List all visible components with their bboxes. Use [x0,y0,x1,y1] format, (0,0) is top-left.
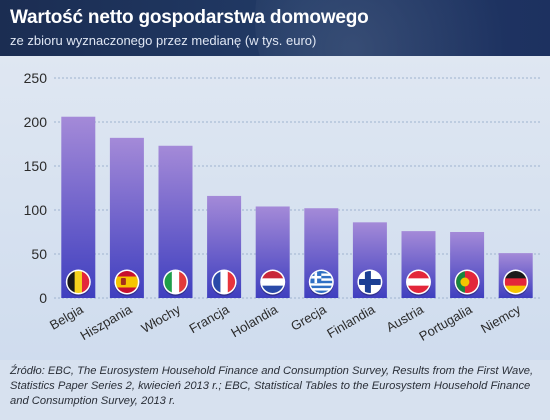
flag-austria-icon [406,269,431,296]
flag-finland-icon [357,269,383,296]
chart-header: Wartość netto gospodarstwa domowego ze z… [0,0,550,56]
source-note: Źródło: EBC, The Eurosystem Household Fi… [10,365,534,407]
bar-belgia [61,116,96,298]
chart-subtitle: ze zbioru wyznaczonego przez medianę (w … [10,33,317,48]
y-tick-label: 0 [39,290,47,306]
flag-germany-icon [503,269,529,296]
x-tick-label: Francja [187,301,233,336]
x-tick-label: Hiszpania [77,301,135,343]
flag-spain-icon [114,269,140,296]
x-tick-label: Finlandia [324,301,378,341]
y-tick-label: 250 [24,70,48,86]
flag-italy-icon [163,269,188,296]
y-tick-label: 100 [24,202,48,218]
flag-belgium-icon [65,269,91,296]
y-tick-label: 150 [24,158,48,174]
flag-netherlands-icon [260,269,286,296]
flag-greece-icon [308,269,334,296]
flag-france-icon [211,269,237,296]
x-tick-label: Portugalia [416,301,475,344]
x-tick-label: Holandia [228,301,281,340]
y-tick-label: 50 [31,246,47,262]
x-tick-label: Włochy [139,301,184,336]
y-tick-label: 200 [24,114,48,130]
flag-portugal-icon [454,269,480,296]
x-tick-label: Grecja [288,301,329,334]
source-box: Źródło: EBC, The Eurosystem Household Fi… [0,360,550,420]
x-tick-label: Niemcy [478,301,523,336]
